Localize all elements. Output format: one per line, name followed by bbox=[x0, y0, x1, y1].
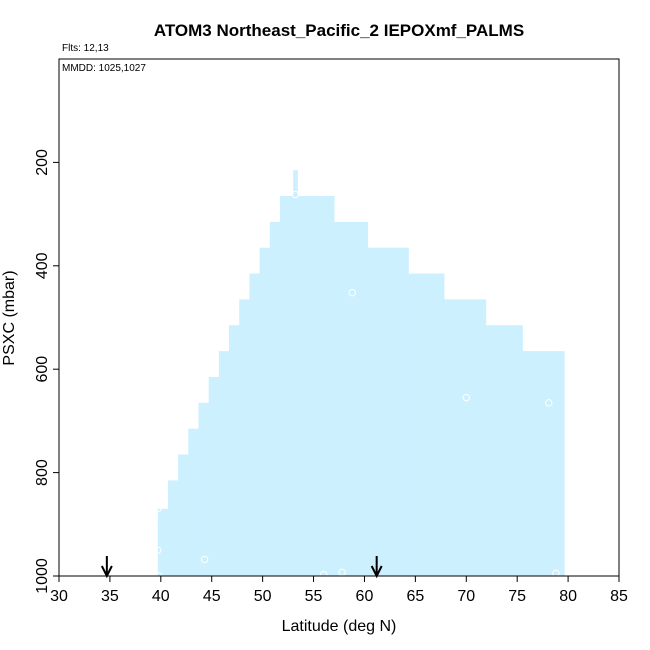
sample-point-4 bbox=[200, 555, 209, 564]
chart-title: ATOM3 Northeast_Pacific_2 IEPOXmf_PALMS bbox=[154, 21, 524, 40]
coverage-step-4 bbox=[188, 428, 200, 576]
x-tick-label-75: 75 bbox=[508, 588, 526, 605]
y-tick-label-600: 600 bbox=[34, 356, 51, 383]
y-tick-label-800: 800 bbox=[34, 459, 51, 486]
sample-point-9 bbox=[462, 393, 470, 402]
x-tick-label-30: 30 bbox=[50, 588, 68, 605]
x-axis: 30 35 40 45 50 55 60 65 70 75 80 85 bbox=[50, 575, 628, 605]
y-tick-label-1000: 1000 bbox=[34, 558, 51, 594]
coverage-step-body bbox=[522, 351, 558, 576]
x-tick-label-65: 65 bbox=[406, 588, 424, 605]
coverage-step-19 bbox=[443, 299, 487, 576]
x-tick-label-40: 40 bbox=[152, 588, 170, 605]
coverage-step-6 bbox=[208, 376, 220, 576]
coverage-step-1 bbox=[157, 508, 169, 576]
sample-point-10 bbox=[545, 399, 553, 407]
sample-point-6 bbox=[348, 288, 356, 297]
coverage-area bbox=[157, 170, 565, 577]
x-tick-label-85: 85 bbox=[610, 588, 628, 605]
coverage-step-14 bbox=[293, 170, 298, 576]
sample-point-7 bbox=[320, 570, 328, 579]
coverage-step-7 bbox=[218, 351, 230, 576]
x-tick-label-35: 35 bbox=[101, 588, 119, 605]
flight-arrow-1 bbox=[100, 556, 113, 579]
coverage-step-11 bbox=[259, 247, 271, 576]
sample-point-11 bbox=[552, 569, 560, 578]
flights-note: Flts: 12,13 bbox=[62, 43, 109, 54]
sample-point-1 bbox=[154, 505, 162, 513]
x-tick-label-45: 45 bbox=[203, 588, 221, 605]
x-tick-label-55: 55 bbox=[305, 588, 323, 605]
x-tick-label-80: 80 bbox=[559, 588, 577, 605]
sample-point-5 bbox=[291, 190, 299, 199]
x-tick-label-70: 70 bbox=[457, 588, 475, 605]
coverage-step-15 bbox=[297, 196, 335, 576]
coverage-step-17 bbox=[367, 247, 409, 576]
coverage-step-5 bbox=[198, 402, 210, 576]
coverage-step-8 bbox=[229, 325, 240, 576]
coverage-step-10 bbox=[249, 273, 261, 576]
coverage-step-3 bbox=[178, 454, 189, 576]
coverage-step-2 bbox=[167, 480, 179, 576]
y-axis: 200 400 600 800 1000 bbox=[34, 149, 59, 594]
y-tick-label-400: 400 bbox=[34, 252, 51, 279]
coverage-step-13 bbox=[279, 196, 294, 576]
sample-point-2 bbox=[154, 546, 162, 554]
y-tick-label-200: 200 bbox=[34, 149, 51, 176]
dates-note: MMDD: 1025,1027 bbox=[62, 63, 146, 74]
coverage-step-20 bbox=[485, 325, 523, 576]
x-tick-label-50: 50 bbox=[254, 588, 272, 605]
coverage-step-9 bbox=[239, 299, 250, 576]
x-axis-label: Latitude (deg N) bbox=[282, 618, 397, 635]
coverage-step-18 bbox=[408, 273, 445, 576]
x-tick-label-60: 60 bbox=[356, 588, 374, 605]
coverage-step-12 bbox=[269, 221, 281, 577]
coverage-step-16 bbox=[333, 221, 369, 577]
y-axis-label: PSXC (mbar) bbox=[1, 270, 18, 365]
